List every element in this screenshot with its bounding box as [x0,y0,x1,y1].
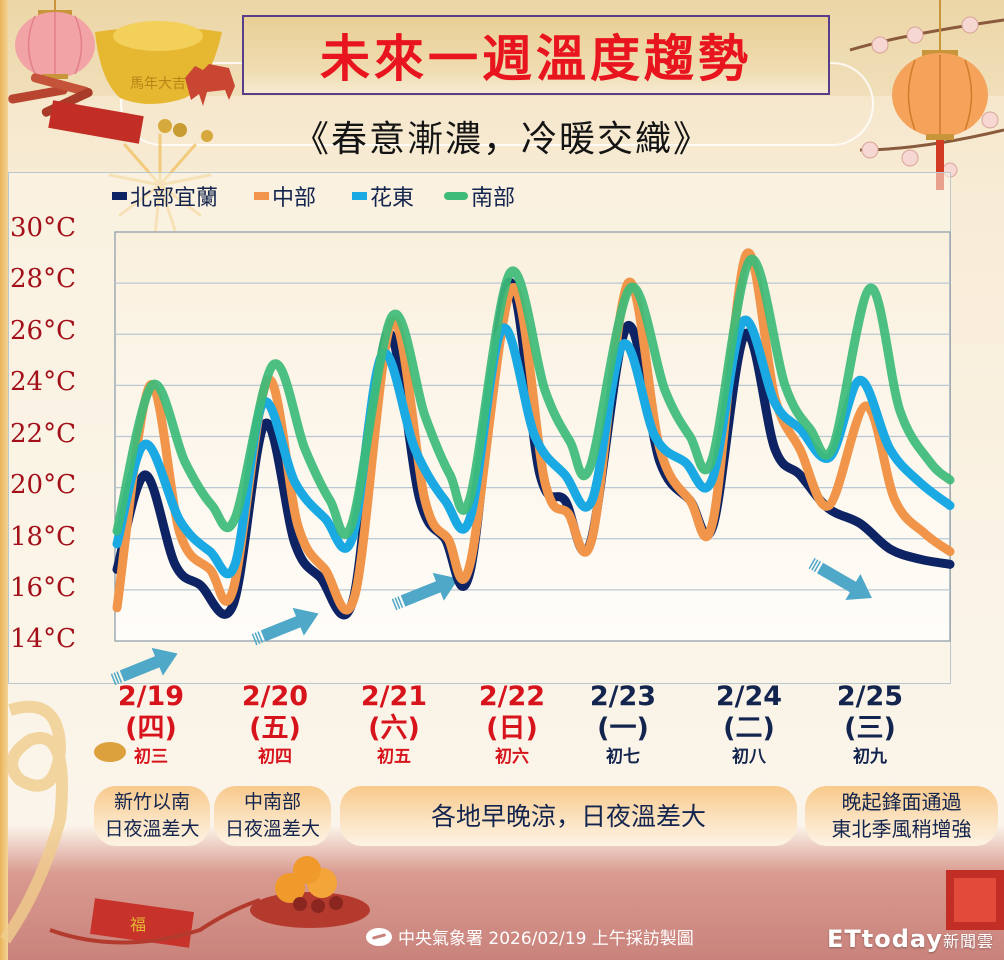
legend-swatch-central [254,192,270,200]
lantern-decor-bottom-right [946,870,1004,930]
day-label-4: 2/23 (一) 初七 [568,682,678,768]
y-tick-22: 22°C [10,419,76,449]
legend-item-central: 中部 [254,180,316,212]
orange-lantern-icon [892,50,988,190]
day-weekday: (四) [125,713,177,744]
lantern-icon [15,0,95,79]
legend-label: 北部宜蘭 [130,186,219,211]
day-weekday: (三) [844,713,896,744]
y-tick-24: 24°C [10,367,76,397]
note-line1: 新竹以南 [113,791,190,813]
legend-label: 中部 [272,186,317,211]
day-lunar: 初五 [377,747,411,767]
arrow-up-right-icon [251,607,319,646]
y-tick-26: 26°C [10,316,76,346]
red-envelope-icon: 福 [89,898,195,948]
brand-suffix: 新聞雲 [942,932,994,951]
day-label-2: 2/21 (六) 初五 [339,682,449,768]
day-weekday: (六) [368,713,420,744]
day-lunar: 初四 [258,747,292,767]
note-line2: 日夜溫差大 [104,818,200,840]
y-tick-28: 28°C [10,264,76,294]
coin-icon [158,119,213,142]
note-line2: 日夜溫差大 [224,818,320,840]
trend-arrows [110,557,872,686]
day-label-5: 2/24 (二) 初八 [694,682,804,768]
left-border [0,0,8,960]
source-credit: 中央氣象署 2026/02/19 上午採訪製圖 [366,924,694,949]
svg-text:馬年大吉: 馬年大吉 [130,76,186,92]
y-tick-14: 14°C [10,624,76,654]
brand-logo: ETtoday新聞雲 [827,925,994,953]
gold-cloud-ornament-icon [94,742,126,762]
chart-legend: 北部宜蘭 中部 花東 南部 [112,180,515,212]
title-banner: 未來一週溫度趨勢 [242,15,830,95]
legend-swatch-north [112,192,127,200]
legend-item-east: 花東 [352,180,414,212]
y-tick-30: 30°C [10,213,76,243]
note-box-all-regions: 各地早晚涼，日夜溫差大 [340,786,797,846]
day-lunar: 初三 [134,747,168,767]
svg-text:福: 福 [130,915,146,934]
day-date: 2/19 [117,681,185,712]
day-date: 2/25 [836,681,904,712]
orange-plate-icon [250,856,370,928]
page-title: 未來一週溫度趨勢 [320,30,752,88]
arrow-down-right-icon [808,557,872,600]
cwa-logo-icon [366,927,392,946]
horse-figure-icon [185,64,235,106]
legend-item-south: 南部 [444,180,515,212]
new-year-decor-bottom-left: 福 [0,700,370,948]
y-tick-16: 16°C [10,573,76,603]
y-tick-18: 18°C [10,522,76,552]
note-box-hsinchu-south: 新竹以南 日夜溫差大 [94,786,210,846]
day-weekday: (一) [597,713,649,744]
new-year-decor-top-right [849,0,1004,190]
day-date: 2/23 [589,681,657,712]
source-text: 中央氣象署 2026/02/19 上午採訪製圖 [398,929,694,949]
series-lines [112,248,955,620]
note-line1: 晚起鋒面通過 [841,790,962,814]
day-date: 2/22 [478,681,546,712]
day-label-6: 2/25 (三) 初九 [815,682,925,768]
day-date: 2/20 [241,681,309,712]
day-lunar: 初六 [495,747,529,767]
new-year-decor-top-left: 馬年大吉 [8,0,235,144]
legend-swatch-south [444,192,469,200]
note-box-front: 晚起鋒面通過 東北季風稍增強 [805,786,998,846]
day-label-3: 2/22 (日) 初六 [457,682,567,768]
legend-swatch-east [352,192,368,200]
page-subtitle: 《春意漸濃，冷暖交織》 [292,119,711,160]
series-line-南部 [112,254,955,539]
brand-name: ETtoday [826,925,943,953]
note-line2: 東北季風稍增強 [831,817,972,841]
arrow-up-right-icon [391,572,459,611]
arrow-up-right-icon [110,647,178,686]
day-weekday: (五) [249,713,301,744]
day-date: 2/24 [715,681,783,712]
day-date: 2/21 [360,681,428,712]
legend-label: 南部 [471,186,516,211]
legend-item-north: 北部宜蘭 [112,180,218,212]
red-envelope-icon [48,100,144,144]
day-weekday: (日) [486,713,538,744]
day-lunar: 初七 [606,747,640,767]
day-label-1: 2/20 (五) 初四 [220,682,330,768]
note-line1: 各地早晚涼，日夜溫差大 [430,801,706,831]
day-label-0: 2/19 (四) 初三 [96,682,206,768]
day-lunar: 初九 [853,747,887,767]
note-line1: 中南部 [243,791,301,813]
note-box-central-south: 中南部 日夜溫差大 [214,786,331,846]
day-lunar: 初八 [732,747,766,767]
legend-label: 花東 [370,186,415,211]
y-tick-20: 20°C [10,470,76,500]
day-weekday: (二) [723,713,775,744]
